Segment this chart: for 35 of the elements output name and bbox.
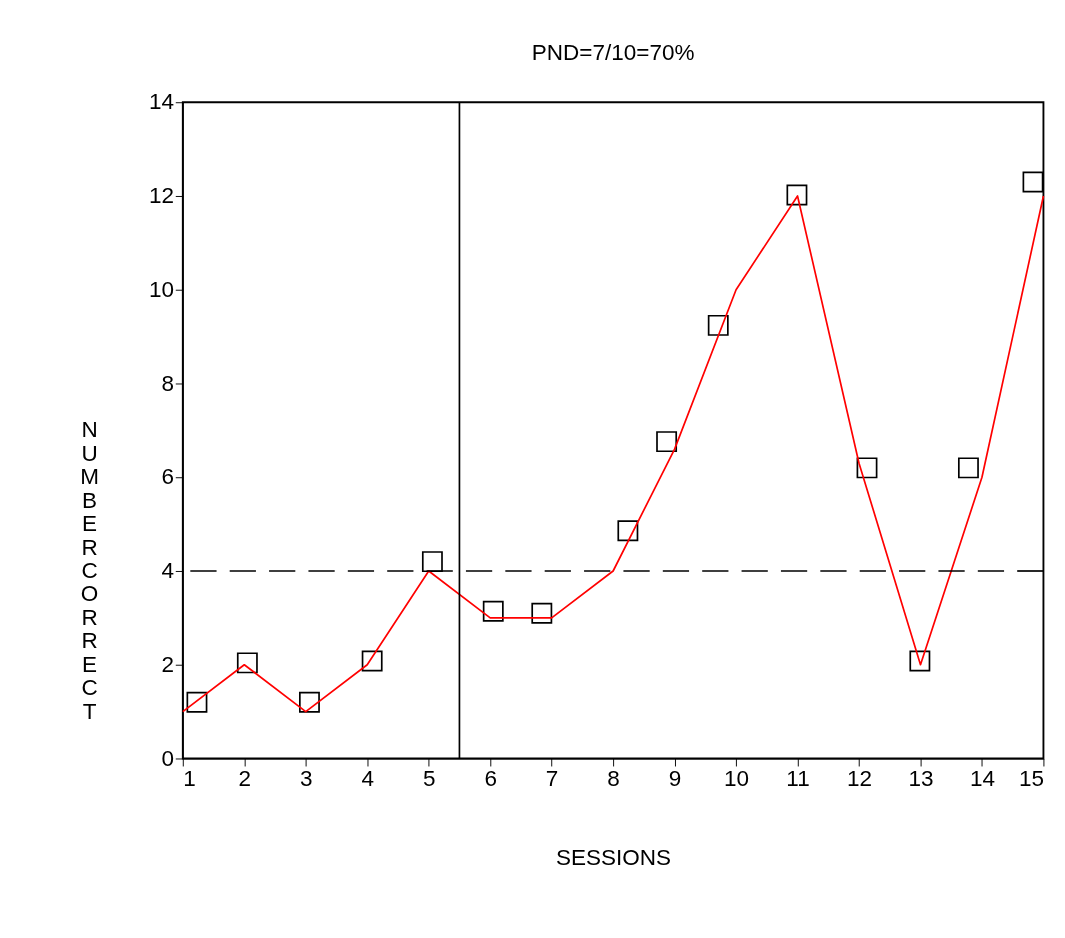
y-tick-label: 10 <box>148 276 174 302</box>
y-tick-label: 8 <box>161 370 174 396</box>
x-tick-label: 2 <box>238 766 252 792</box>
y-tick-label: 2 <box>161 651 174 677</box>
x-tick-label: 12 <box>846 766 872 792</box>
chart-title: PND=7/10=70% <box>531 40 695 66</box>
y-tick-label: 0 <box>161 745 174 771</box>
y-tick-label: 12 <box>148 183 174 209</box>
point <box>957 457 979 479</box>
point <box>1022 171 1044 193</box>
y-tick-label: 14 <box>148 89 174 115</box>
x-tick-label: 11 <box>786 766 810 792</box>
y-tick-label: 4 <box>161 558 174 584</box>
x-tick-label: 7 <box>545 766 559 792</box>
text: NUMBER CORRECT <box>80 417 99 724</box>
x-tick-label: 6 <box>484 766 497 792</box>
x-axis-title: SESSIONS <box>556 844 672 870</box>
x-tick-label: 9 <box>668 766 682 792</box>
point <box>421 551 443 573</box>
x-tick-label: 5 <box>422 766 436 792</box>
x-tick-label: 10 <box>724 766 750 792</box>
x-tick-label: 4 <box>361 766 374 792</box>
x-tick-label: 8 <box>607 766 620 792</box>
point <box>656 431 678 453</box>
x-tick-label: 14 <box>969 766 995 792</box>
y-tick-label: 6 <box>161 464 174 490</box>
x-tick-label: 1 <box>183 766 196 792</box>
point <box>707 314 729 336</box>
point <box>236 652 258 674</box>
x-tick-label: 13 <box>908 766 934 792</box>
point <box>531 602 553 624</box>
point <box>617 520 639 542</box>
x-tick-label: 3 <box>299 766 313 792</box>
point <box>786 184 808 206</box>
x-tick-label: 15 <box>1018 766 1044 792</box>
